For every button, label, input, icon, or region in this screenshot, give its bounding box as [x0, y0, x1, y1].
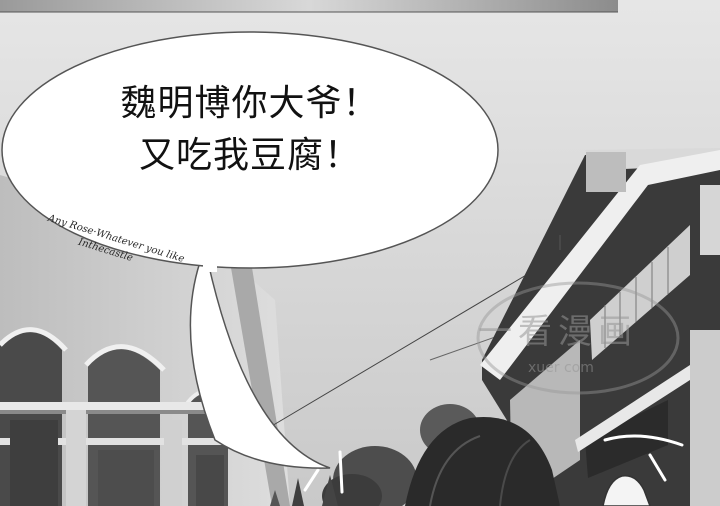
speech-line-2: 又吃我豆腐！: [138, 135, 361, 176]
speech-bubble-text: 魏明博你大爷！ 又吃我豆腐！: [60, 78, 440, 182]
watermark-text: 一看漫画: [478, 312, 638, 352]
previous-panel-strip: [0, 0, 618, 12]
girl-hair: [405, 417, 560, 506]
shop-building: [480, 148, 720, 506]
emphasis-lines: [303, 434, 684, 494]
watermark-url: xuer com: [528, 360, 594, 376]
watermark: 一看漫画 xuer com: [468, 268, 688, 398]
speech-bubble: [1, 31, 499, 469]
raised-hand: [602, 475, 651, 506]
speech-line-1: 魏明博你大爷！: [120, 83, 380, 124]
watermark-seal-icon: [476, 281, 680, 395]
